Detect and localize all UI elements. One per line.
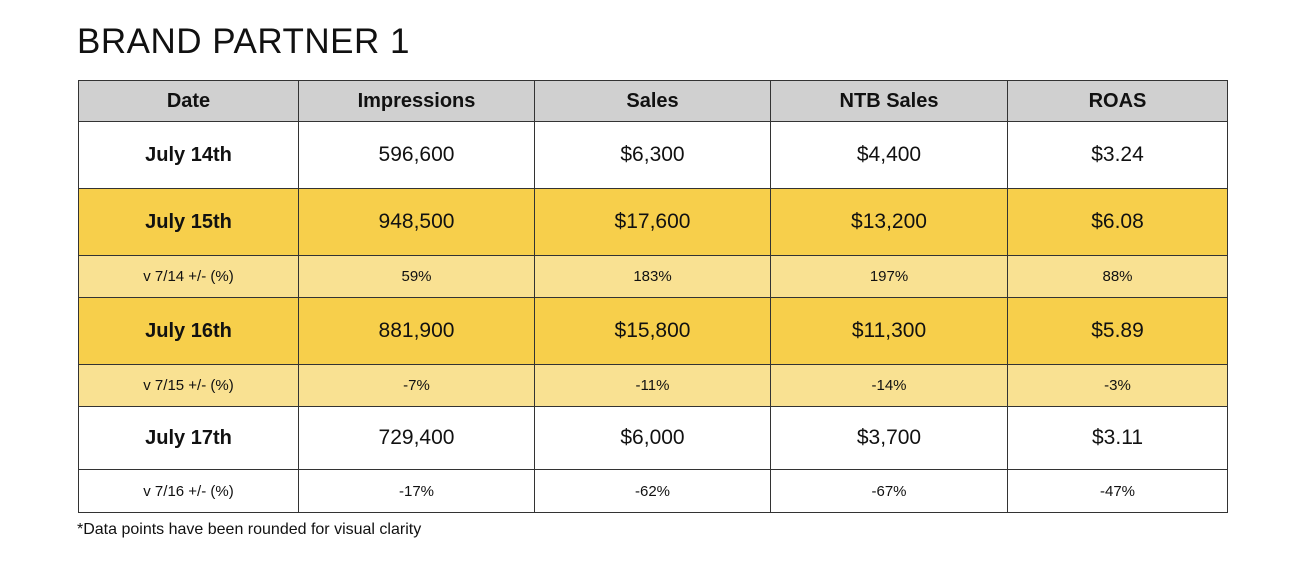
- ntb-sales-change-cell: -67%: [770, 469, 1008, 513]
- ntb-sales-change-cell: 197%: [770, 255, 1008, 298]
- column-header-ntb-sales: NTB Sales: [770, 80, 1008, 122]
- table-row-change-vs-july-15: v 7/15 +/- (%) -7% -11% -14% -3%: [78, 364, 1228, 407]
- roas-change-cell: -47%: [1007, 469, 1228, 513]
- change-label-cell: v 7/15 +/- (%): [78, 364, 299, 407]
- impressions-cell: 596,600: [298, 121, 535, 189]
- table-row-change-vs-july-14: v 7/14 +/- (%) 59% 183% 197% 88%: [78, 255, 1228, 298]
- table-row-july-15: July 15th 948,500 $17,600 $13,200 $6.08: [78, 188, 1228, 256]
- ntb-sales-change-cell: -14%: [770, 364, 1008, 407]
- column-header-sales: Sales: [534, 80, 771, 122]
- impressions-cell: 948,500: [298, 188, 535, 256]
- sales-change-cell: -62%: [534, 469, 771, 513]
- table-row-july-17: July 17th 729,400 $6,000 $3,700 $3.11: [78, 406, 1228, 470]
- footnote: *Data points have been rounded for visua…: [77, 521, 422, 538]
- impressions-change-cell: -7%: [298, 364, 535, 407]
- ntb-sales-cell: $11,300: [770, 297, 1008, 365]
- column-header-impressions: Impressions: [298, 80, 535, 122]
- roas-change-cell: 88%: [1007, 255, 1228, 298]
- table-header-row: Date Impressions Sales NTB Sales ROAS: [78, 80, 1228, 122]
- roas-cell: $3.24: [1007, 121, 1228, 189]
- ntb-sales-cell: $3,700: [770, 406, 1008, 470]
- ntb-sales-cell: $4,400: [770, 121, 1008, 189]
- table-row-july-14: July 14th 596,600 $6,300 $4,400 $3.24: [78, 121, 1228, 189]
- table-row-july-16: July 16th 881,900 $15,800 $11,300 $5.89: [78, 297, 1228, 365]
- impressions-change-cell: 59%: [298, 255, 535, 298]
- change-label-cell: v 7/16 +/- (%): [78, 469, 299, 513]
- impressions-cell: 881,900: [298, 297, 535, 365]
- change-label-cell: v 7/14 +/- (%): [78, 255, 299, 298]
- date-cell: July 17th: [78, 406, 299, 470]
- sales-change-cell: -11%: [534, 364, 771, 407]
- sales-change-cell: 183%: [534, 255, 771, 298]
- column-header-roas: ROAS: [1007, 80, 1228, 122]
- date-cell: July 14th: [78, 121, 299, 189]
- impressions-change-cell: -17%: [298, 469, 535, 513]
- ntb-sales-cell: $13,200: [770, 188, 1008, 256]
- column-header-date: Date: [78, 80, 299, 122]
- roas-change-cell: -3%: [1007, 364, 1228, 407]
- page-title: BRAND PARTNER 1: [77, 22, 410, 61]
- sales-cell: $15,800: [534, 297, 771, 365]
- table-row-change-vs-july-16: v 7/16 +/- (%) -17% -62% -67% -47%: [78, 469, 1228, 513]
- sales-cell: $17,600: [534, 188, 771, 256]
- date-cell: July 16th: [78, 297, 299, 365]
- date-cell: July 15th: [78, 188, 299, 256]
- impressions-cell: 729,400: [298, 406, 535, 470]
- roas-cell: $3.11: [1007, 406, 1228, 470]
- sales-cell: $6,300: [534, 121, 771, 189]
- brand-partner-table: Date Impressions Sales NTB Sales ROAS Ju…: [78, 80, 1228, 513]
- sales-cell: $6,000: [534, 406, 771, 470]
- roas-cell: $5.89: [1007, 297, 1228, 365]
- roas-cell: $6.08: [1007, 188, 1228, 256]
